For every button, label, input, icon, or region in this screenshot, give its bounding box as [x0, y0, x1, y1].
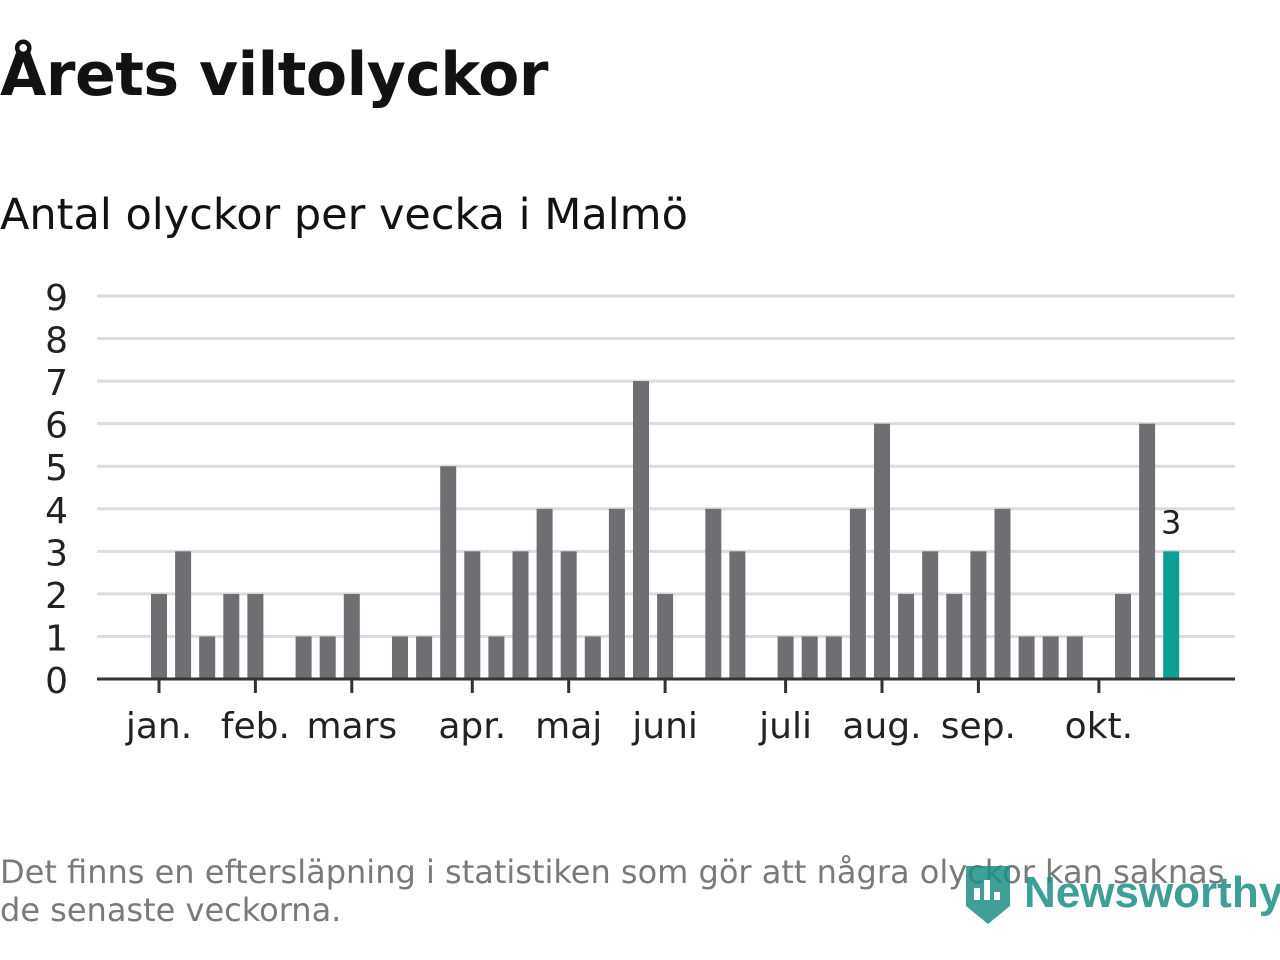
bar [319, 636, 336, 679]
bar [777, 636, 794, 679]
bar [295, 636, 312, 679]
bar-highlight [1163, 551, 1180, 679]
bar [705, 508, 722, 679]
gridlines [97, 294, 1235, 638]
bar [970, 551, 987, 679]
x-tick-label: juli [758, 706, 812, 747]
bar [1018, 636, 1035, 679]
bar [1066, 636, 1083, 679]
bar [874, 423, 890, 679]
bar [994, 508, 1011, 679]
data-labels: 3 [1161, 503, 1181, 541]
bar [898, 593, 915, 679]
y-tick-label: 9 [45, 278, 68, 319]
y-tick-label: 5 [45, 448, 68, 489]
bar [512, 551, 529, 679]
bar [488, 636, 505, 679]
newsworthy-logo-text: Newsworthy [1024, 868, 1280, 917]
bar [608, 508, 625, 679]
x-tick-label: mars [306, 706, 397, 747]
chart-subtitle: Antal olyckor per vecka i Malmö [0, 190, 688, 240]
newsworthy-logo-icon [966, 866, 1010, 924]
y-tick-label: 7 [45, 363, 68, 404]
bar [416, 636, 433, 679]
x-tick-label: maj [535, 706, 602, 747]
x-tick-label: okt. [1065, 706, 1133, 747]
bar [801, 636, 818, 679]
y-tick-label: 3 [45, 533, 68, 574]
bar [440, 466, 457, 679]
newsworthy-logo: Newsworthy [962, 858, 1280, 928]
last-value-label: 3 [1161, 503, 1181, 541]
x-tick-label: jan. [125, 706, 192, 747]
bar [175, 551, 192, 679]
bar [1139, 423, 1156, 679]
y-tick-label: 4 [45, 491, 68, 532]
x-tick-label: apr. [438, 706, 506, 747]
y-tick-label: 8 [45, 321, 68, 362]
chart-title: Årets viltolyckor [0, 40, 549, 110]
y-tick-label: 1 [45, 618, 68, 659]
y-tick-label: 0 [45, 661, 68, 702]
bar [223, 593, 240, 679]
bars [151, 381, 1180, 679]
bar [657, 593, 674, 679]
bar [247, 593, 264, 679]
bar [199, 636, 216, 679]
bar [633, 381, 649, 679]
bar [922, 551, 939, 679]
bar [464, 551, 481, 679]
x-axis-ticks: jan. feb. mars apr. maj juni juli aug. sep. okt. [125, 679, 1133, 747]
bar [825, 636, 842, 679]
bar [151, 593, 167, 679]
bar [584, 636, 601, 679]
bar [729, 551, 746, 679]
bar [946, 593, 963, 679]
y-tick-label: 6 [45, 406, 68, 447]
y-tick-label: 2 [45, 576, 68, 617]
x-tick-label: juni [631, 706, 698, 747]
x-tick-label: feb. [221, 706, 290, 747]
bar [343, 593, 360, 679]
bar [849, 508, 866, 679]
bar [1042, 636, 1059, 679]
x-tick-label: sep. [941, 706, 1016, 747]
x-tick-label: aug. [842, 706, 921, 747]
bar [392, 636, 408, 679]
footnote: Det finns en eftersläpning i statistiken… [0, 853, 1225, 929]
bar [1115, 593, 1131, 679]
bar [560, 551, 577, 679]
bar [536, 508, 553, 679]
